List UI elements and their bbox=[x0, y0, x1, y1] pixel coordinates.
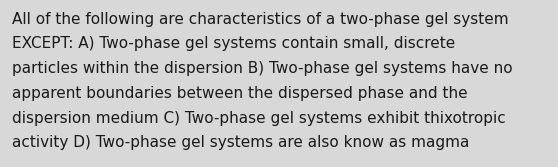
Text: EXCEPT: A) Two-phase gel systems contain small, discrete: EXCEPT: A) Two-phase gel systems contain… bbox=[12, 36, 455, 51]
Text: apparent boundaries between the dispersed phase and the: apparent boundaries between the disperse… bbox=[12, 86, 468, 101]
Text: dispersion medium C) Two-phase gel systems exhibit thixotropic: dispersion medium C) Two-phase gel syste… bbox=[12, 111, 506, 126]
Text: All of the following are characteristics of a two-phase gel system: All of the following are characteristics… bbox=[12, 12, 509, 27]
Text: particles within the dispersion B) Two-phase gel systems have no: particles within the dispersion B) Two-p… bbox=[12, 61, 513, 76]
Text: activity D) Two-phase gel systems are also know as magma: activity D) Two-phase gel systems are al… bbox=[12, 135, 470, 150]
